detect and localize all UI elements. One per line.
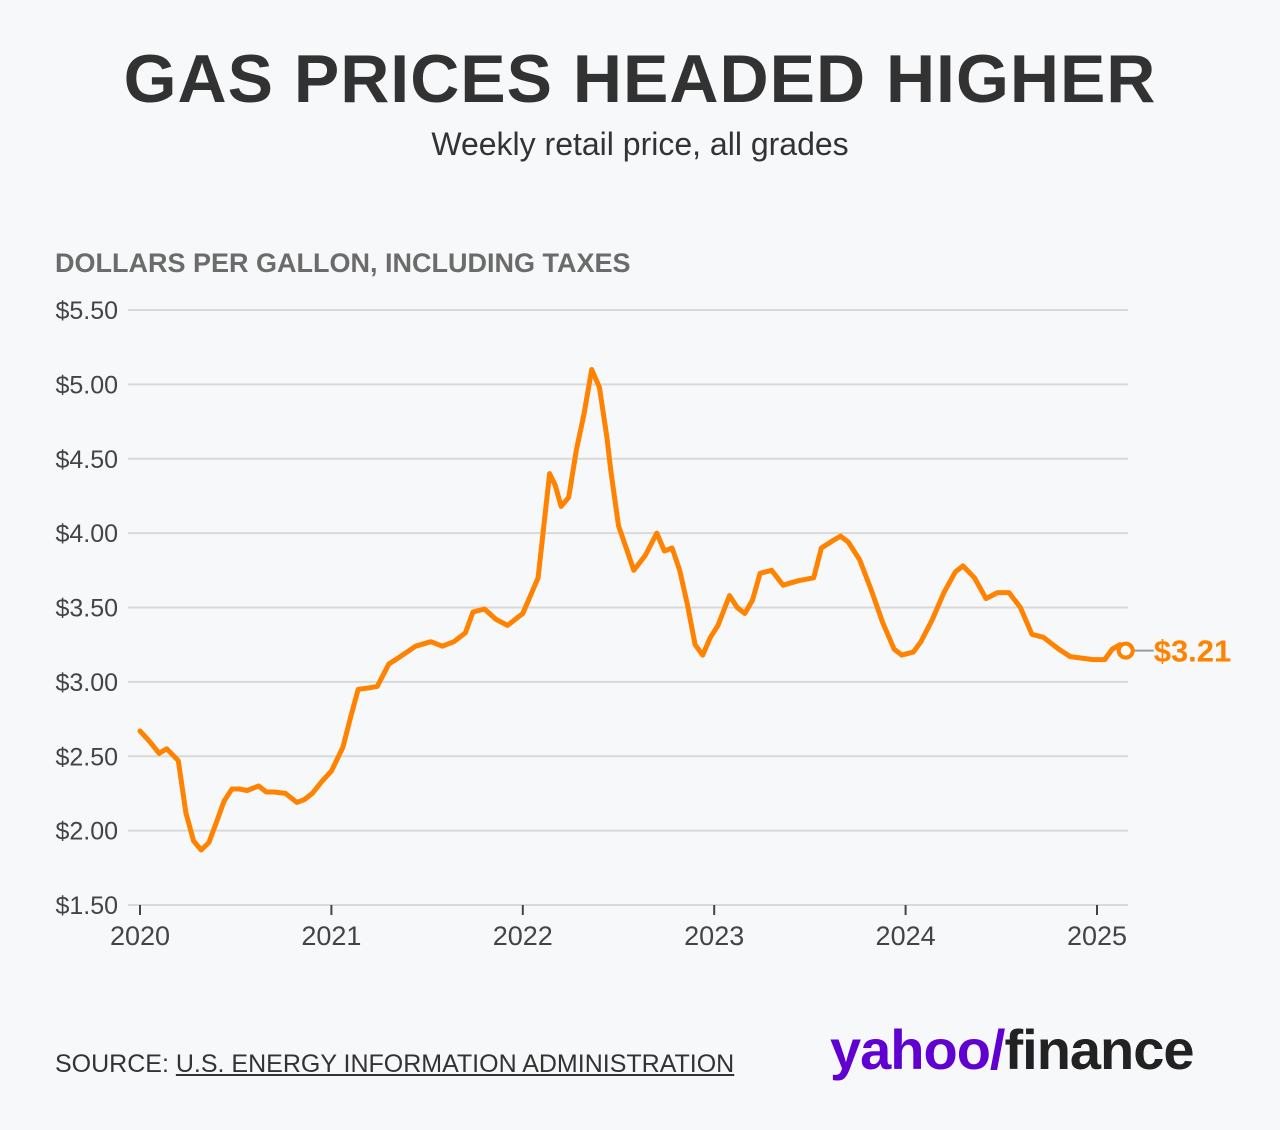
x-tick-label: 2025 bbox=[1067, 921, 1127, 951]
y-tick-label: $3.50 bbox=[55, 595, 118, 623]
y-tick-label: $4.00 bbox=[55, 520, 118, 548]
x-tick-label: 2020 bbox=[110, 921, 170, 951]
logo-finance: finance bbox=[1004, 1018, 1194, 1081]
end-marker: $3.21 bbox=[1116, 634, 1232, 669]
y-tick-label: $5.00 bbox=[55, 371, 118, 399]
yahoo-finance-logo: yahoo/finance bbox=[830, 1010, 1230, 1090]
chart-title: GAS PRICES HEADED HIGHER bbox=[123, 41, 1157, 117]
logo-yahoo: yahoo bbox=[830, 1018, 991, 1081]
x-tick-label: 2021 bbox=[301, 921, 361, 951]
y-tick-label: $2.50 bbox=[55, 743, 118, 771]
x-axis-ticks: 2020 2021 2022 2023 2024 2025 bbox=[110, 905, 1127, 951]
chart-subtitle: Weekly retail price, all grades bbox=[431, 126, 849, 162]
y-axis-label: DOLLARS PER GALLON, INCLUDING TAXES bbox=[55, 248, 631, 278]
x-tick-label: 2022 bbox=[493, 921, 553, 951]
price-series bbox=[137, 367, 1129, 853]
x-tick-label: 2023 bbox=[684, 921, 744, 951]
price-line bbox=[137, 367, 1129, 853]
source-prefix: SOURCE: bbox=[55, 1050, 176, 1078]
source-note: SOURCE: U.S. ENERGY INFORMATION ADMINIST… bbox=[55, 1050, 734, 1079]
y-tick-label: $1.50 bbox=[55, 892, 118, 920]
end-point-marker bbox=[1116, 641, 1135, 660]
source-link[interactable]: U.S. ENERGY INFORMATION ADMINISTRATION bbox=[175, 1050, 735, 1078]
gridlines bbox=[128, 309, 1128, 906]
y-tick-label: $3.00 bbox=[55, 669, 118, 697]
y-tick-label: $4.50 bbox=[55, 446, 118, 474]
line-chart: $1.50 $2.00 $2.50 $3.00 $3.50 $4.00 $4.50 $5.00… bbox=[55, 297, 1232, 951]
y-tick-label: $2.00 bbox=[55, 818, 118, 846]
y-tick-label: $5.50 bbox=[55, 297, 118, 325]
logo-slash: / bbox=[989, 1018, 1006, 1081]
end-value-label: $3.21 bbox=[1154, 634, 1232, 669]
x-tick-label: 2024 bbox=[876, 921, 936, 951]
y-axis-ticks: $1.50 $2.00 $2.50 $3.00 $3.50 $4.00 $4.50 $5.00… bbox=[55, 297, 118, 920]
